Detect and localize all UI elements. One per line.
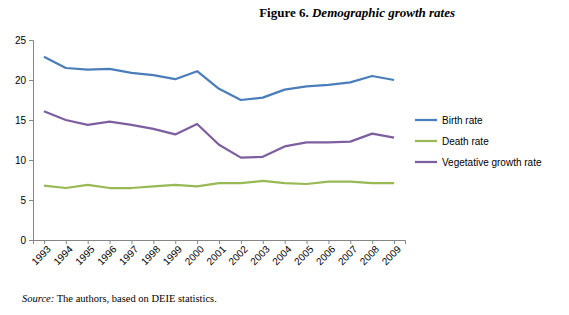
legend-label: Birth rate [442,115,483,126]
x-tick: 2006 [314,240,338,267]
x-tick-label: 2005 [292,243,316,267]
x-tick-label: 1999 [161,243,185,267]
x-tick-label: 1997 [117,243,141,267]
y-tick: 10 [15,155,33,166]
legend-swatch [415,119,437,121]
legend-label: Vegetative growth rate [442,157,542,168]
series-line [44,181,394,188]
x-tick-label: 2008 [358,243,382,267]
x-tick-label: 1993 [29,243,53,267]
x-tick: 2001 [204,240,228,267]
x-tick-label: 2007 [336,243,360,267]
x-tick: 2005 [292,240,316,267]
series-line [44,57,394,100]
x-tick-label: 1998 [139,243,163,267]
annotation: Source: The authors, based on DEIE stati… [22,293,217,304]
legend-swatch [415,140,437,142]
x-tick-label: 2000 [183,243,207,267]
x-tick: 2000 [183,240,207,267]
x-tick: 1999 [161,240,185,267]
series-line [44,111,394,157]
plot: 0510152025199319941995199619971998199920… [15,35,406,267]
y-tick-mark [29,160,33,161]
y-tick-label: 5 [20,195,26,206]
y-tick-mark [29,200,33,201]
y-axis-line [29,41,34,241]
y-tick-mark [29,40,33,41]
y-tick-mark [29,80,33,81]
x-tick: 1995 [73,240,97,267]
x-tick-label: 2009 [380,243,404,267]
y-axis: 0 5 10 15 20 25 [15,35,34,246]
x-tick: 1993 [29,240,53,267]
legend-label: Death rate [442,136,489,147]
y-tick-label: 0 [20,235,26,246]
x-tick-label: 2003 [248,243,272,267]
x-tick-label: 2004 [270,243,294,267]
x-axis: 1993199419951996199719981999200020012002… [29,240,405,267]
title: Figure 6. Demographic growth rates [259,5,455,20]
y-tick: 5 [20,195,33,206]
x-tick: 2003 [248,240,272,267]
legend-swatch [415,161,437,163]
x-tick: 2004 [270,240,294,267]
x-tick-label: 1994 [51,243,75,267]
x-tick: 2002 [226,240,250,267]
x-tick: 2008 [358,240,382,267]
y-tick-label: 10 [15,155,27,166]
x-tick: 1998 [139,240,163,267]
x-tick: 1997 [117,240,141,267]
y-tick: 20 [15,75,33,86]
y-tick: 0 [20,235,33,246]
y-tick-label: 25 [15,35,27,46]
y-tick-mark [29,120,33,121]
y-tick: 25 [15,35,33,46]
x-tick-label: 1995 [73,243,97,267]
x-tick-label: 2001 [204,243,228,267]
x-tick-label: 1996 [95,243,119,267]
lines [44,57,394,188]
x-tick-label: 2006 [314,243,338,267]
x-tick: 1996 [95,240,119,267]
y-tick-mark [29,240,33,241]
y-tick-label: 20 [15,75,27,86]
y-tick: 15 [15,115,33,126]
x-tick: 2007 [336,240,360,267]
chart: Figure 6. Demographic growth rates 0 5 10 15… [0,0,569,315]
x-tick: 1994 [51,240,75,267]
legend: Birth rate Death rate Vegetative growth ra… [415,115,542,168]
x-tick-label: 2002 [226,243,250,267]
y-tick-label: 15 [15,115,27,126]
x-tick: 2009 [380,240,404,267]
